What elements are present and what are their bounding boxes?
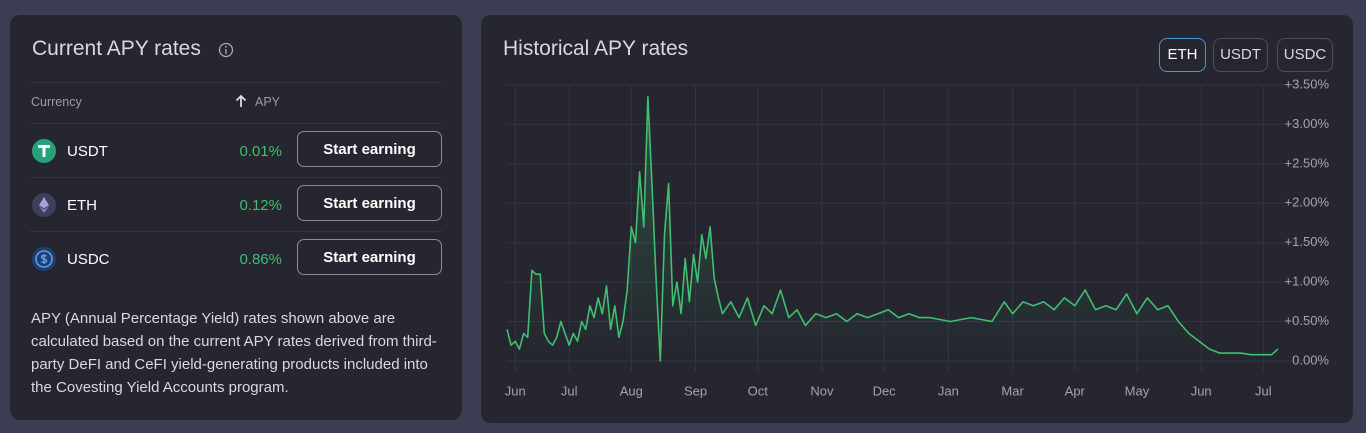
start-earning-button[interactable]: Start earning <box>297 131 442 167</box>
historical-apy-panel: Historical APY rates ETH USDT USDC 0.00% +0… <box>481 15 1353 423</box>
x-tick-label: Jul <box>1255 383 1272 398</box>
y-tick-label: +3.00% <box>1285 116 1330 131</box>
y-tick-label: +1.50% <box>1285 234 1330 249</box>
panel-title: Historical APY rates <box>503 37 689 60</box>
currency-tab[interactable]: USDC <box>1277 38 1333 72</box>
currency: ETH <box>67 197 97 214</box>
apy-value: 0.12% <box>239 197 282 214</box>
eth-icon <box>32 193 56 217</box>
x-tick-label: Oct <box>748 383 769 398</box>
apy-value: 0.01% <box>239 143 282 160</box>
start-earning-button[interactable]: Start earning <box>297 185 442 221</box>
currency-tab[interactable]: ETH <box>1159 38 1206 72</box>
chart: 0.00% +0.50% +1.00% +1.50% +2.00% +2.50% +3.00… <box>505 76 1330 398</box>
panel-title: Current APY rates <box>32 37 201 60</box>
x-tick-label: Jul <box>561 383 578 398</box>
y-tick-label: +2.00% <box>1285 195 1330 210</box>
x-tick-label: Apr <box>1065 383 1086 398</box>
x-tick-label: Jan <box>938 383 959 398</box>
sort-icon[interactable] <box>235 94 247 108</box>
x-tick-label: Aug <box>620 383 643 398</box>
column-header[interactable]: APY <box>255 95 281 109</box>
area <box>507 96 1278 362</box>
currency-tab[interactable]: USDT <box>1213 38 1268 72</box>
usdt-icon <box>32 139 56 163</box>
info-icon[interactable] <box>218 42 234 58</box>
y-tick-label: 0.00% <box>1292 352 1329 367</box>
x-tick-label: Jun <box>505 383 526 398</box>
line <box>506 96 1279 362</box>
x-tick-label: Dec <box>873 383 897 398</box>
start-earning-button[interactable]: Start earning <box>297 239 442 275</box>
y-tick-label: +3.50% <box>1285 76 1330 91</box>
currency: USDC <box>67 251 110 268</box>
y-tick-label: +2.50% <box>1285 155 1330 170</box>
table-row: ETH 0.12% Start earning <box>30 177 442 232</box>
currency: USDT <box>67 143 108 160</box>
column-header: Currency <box>31 95 82 109</box>
x-tick-label: Jun <box>1191 383 1212 398</box>
current-apy-panel: Current APY rates Currency APY USDT 0.01… <box>10 15 462 420</box>
table-row: USDC 0.86% Start earning <box>30 231 442 286</box>
usdc-icon <box>32 247 56 271</box>
x-tick-label: Nov <box>810 383 834 398</box>
apy-note: APY (Annual Percentage Yield) rates show… <box>31 310 437 396</box>
x-tick-label: May <box>1125 383 1150 398</box>
apy-value: 0.86% <box>239 251 282 268</box>
y-tick-label: +0.50% <box>1285 313 1330 328</box>
table-row: USDT 0.01% Start earning <box>30 123 442 178</box>
x-tick-label: Sep <box>684 383 707 398</box>
y-tick-label: +1.00% <box>1285 274 1330 289</box>
x-tick-label: Mar <box>1001 383 1024 398</box>
